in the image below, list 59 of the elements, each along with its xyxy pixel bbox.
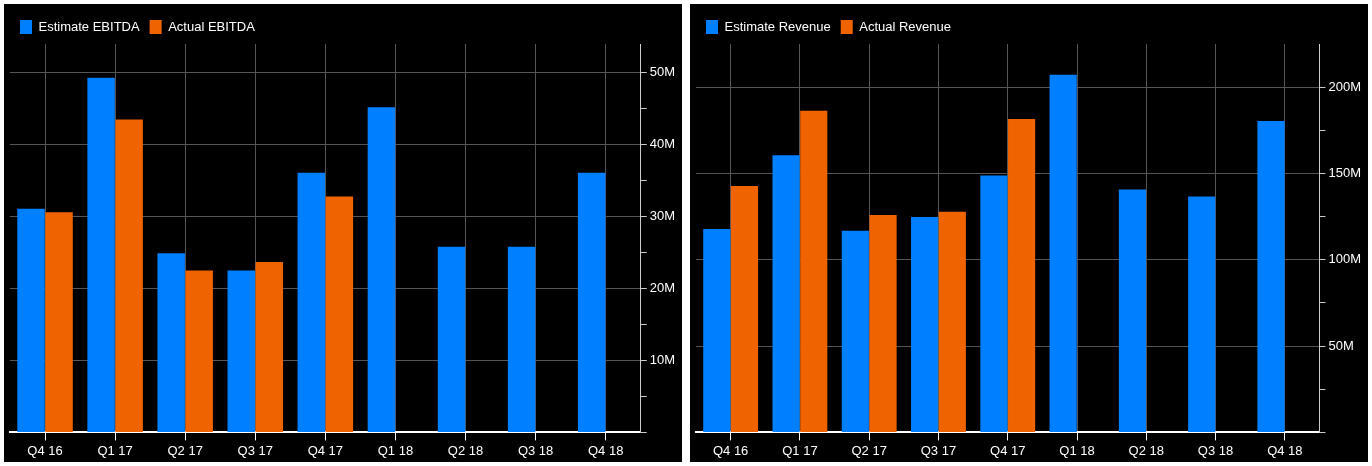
bar: [227, 270, 255, 432]
bar: [185, 270, 213, 432]
x-tick-label: Q2 17: [851, 442, 887, 458]
x-tick-label: Q2 18: [1128, 442, 1164, 458]
y-tick-label: 50M: [1328, 337, 1354, 353]
y-tick-label: 100M: [1328, 251, 1362, 267]
y-tick-label: 50M: [649, 64, 676, 80]
y-tick-label: 40M: [649, 136, 676, 152]
x-tick-label: Q3 17: [920, 442, 957, 458]
bar: [1257, 120, 1285, 432]
x-tick-label: Q3 17: [237, 442, 273, 458]
bar: [772, 155, 800, 432]
bar: [255, 261, 284, 432]
y-tick-label: 200M: [1328, 78, 1362, 94]
legend-label: Estimate EBITDA: [38, 18, 140, 34]
bar: [869, 215, 897, 432]
bar: [1008, 119, 1036, 432]
bar: [115, 119, 143, 432]
bar: [157, 253, 185, 432]
bar: [730, 185, 759, 432]
bar: [577, 172, 606, 432]
x-tick-label: Q1 17: [97, 442, 133, 458]
legend-label: Actual Revenue: [859, 18, 951, 34]
y-tick-label: 30M: [649, 208, 676, 224]
bar: [980, 175, 1008, 432]
x-tick-label: Q4 17: [990, 442, 1026, 458]
y-tick-label: 150M: [1328, 165, 1362, 181]
bar: [1188, 196, 1216, 432]
bar: [297, 172, 326, 432]
bar: [800, 110, 828, 432]
bar: [87, 77, 115, 432]
bar: [1118, 189, 1147, 432]
x-tick-label: Q4 16: [712, 442, 749, 458]
x-tick-label: Q1 17: [782, 442, 818, 458]
bar: [1049, 74, 1077, 432]
x-tick-label: Q4 18: [1267, 442, 1303, 458]
bar: [703, 229, 731, 432]
bar: [841, 230, 869, 432]
bar: [507, 246, 536, 432]
bar: [367, 107, 396, 432]
y-tick-label: 10M: [649, 352, 676, 368]
bar: [938, 211, 966, 432]
legend-label: Actual EBITDA: [168, 18, 256, 34]
y-tick-label: 20M: [649, 280, 676, 296]
bar: [45, 212, 73, 432]
bar: [325, 196, 354, 432]
bar: [911, 216, 939, 432]
x-tick-label: Q1 18: [377, 442, 414, 458]
x-tick-label: Q3 18: [1197, 442, 1234, 458]
x-tick-label: Q2 17: [167, 442, 203, 458]
x-tick-label: Q1 18: [1059, 442, 1095, 458]
x-tick-label: Q4 16: [27, 442, 63, 458]
x-tick-label: Q2 18: [447, 442, 484, 458]
bar: [17, 208, 45, 432]
x-tick-label: Q3 18: [517, 442, 554, 458]
x-tick-label: Q4 17: [307, 442, 344, 458]
bar: [437, 246, 466, 432]
x-tick-label: Q4 18: [587, 442, 624, 458]
legend-label: Estimate Revenue: [724, 18, 831, 34]
